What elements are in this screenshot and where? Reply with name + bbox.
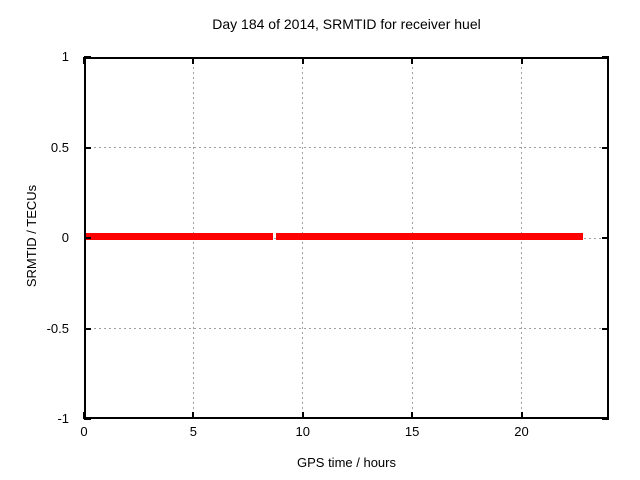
y-gridline: [84, 237, 609, 239]
x-tick-label: 5: [189, 424, 197, 439]
y-tick-label: 1: [61, 49, 69, 64]
x-tick-label: 15: [404, 424, 420, 439]
x-tick-label: 0: [80, 424, 88, 439]
x-tick-mark: [301, 57, 304, 64]
x-tick-mark: [192, 57, 195, 64]
chart-title: Day 184 of 2014, SRMTID for receiver hue…: [212, 16, 481, 32]
x-tick-label: 20: [514, 424, 529, 439]
data-series-segment: [276, 232, 584, 240]
y-tick-label: 0.5: [50, 139, 69, 155]
y-tick-mark: [84, 327, 91, 330]
x-tick-label: 10: [295, 424, 310, 439]
y-tick-label: -0.5: [46, 320, 69, 336]
x-tick-mark: [520, 412, 523, 419]
data-series-segment: [84, 232, 273, 240]
x-gridline: [302, 57, 304, 419]
x-tick-mark: [192, 412, 195, 419]
x-axis-label: GPS time / hours: [297, 455, 396, 470]
y-tick-mark: [602, 146, 609, 149]
y-gridline: [84, 147, 609, 148]
x-gridline: [521, 57, 522, 419]
y-tick-mark: [84, 237, 91, 239]
x-tick-mark: [411, 412, 414, 419]
y-axis-label: SRMTID / TECUs: [24, 184, 39, 288]
y-tick-mark: [602, 237, 609, 239]
y-tick-mark: [602, 56, 609, 58]
x-tick-mark: [411, 57, 414, 64]
y-tick-mark: [84, 56, 91, 58]
y-tick-label: -1: [57, 411, 69, 426]
y-tick-mark: [84, 418, 91, 420]
y-tick-mark: [602, 418, 609, 420]
x-gridline: [411, 57, 413, 419]
x-tick-mark: [83, 57, 85, 64]
y-gridline: [84, 328, 609, 329]
y-tick-mark: [84, 146, 91, 149]
x-gridline: [192, 57, 194, 419]
x-tick-mark: [83, 412, 85, 419]
plot-border: [84, 57, 609, 419]
x-tick-mark: [520, 57, 523, 64]
y-tick-mark: [602, 327, 609, 330]
x-tick-mark: [301, 412, 304, 419]
